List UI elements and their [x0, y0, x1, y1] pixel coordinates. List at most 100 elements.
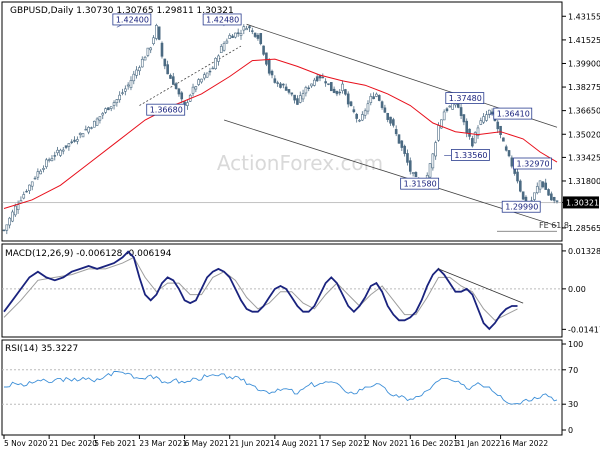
candle-body	[442, 111, 446, 121]
candle-body	[186, 102, 189, 106]
candle-body	[267, 59, 271, 74]
candle-body	[394, 129, 398, 135]
candle-body	[211, 67, 215, 70]
candle-body	[346, 93, 350, 105]
candle-body	[276, 82, 279, 84]
annotation-label: 1.42480	[206, 15, 239, 24]
candle-body	[169, 74, 172, 79]
price-y-tick-label: 1.39900	[568, 59, 600, 68]
candle-body	[135, 69, 138, 76]
candle-body	[146, 47, 150, 56]
candle-body	[499, 125, 502, 135]
macd-y-tick-label: 0.01328	[568, 247, 600, 256]
candle-body	[403, 145, 406, 154]
candle-body	[411, 172, 415, 174]
candle-body	[392, 119, 395, 126]
candle-body	[389, 116, 392, 124]
x-tick-label: 17 Sep 2021	[320, 439, 368, 448]
candle-body	[171, 76, 175, 85]
candle-body	[248, 26, 251, 29]
channel-trend-line	[223, 119, 558, 227]
annotation-label: 1.36680	[150, 106, 183, 115]
candle-body	[321, 76, 325, 79]
rsi-y-tick-label: 70	[568, 366, 578, 375]
candle-body	[476, 127, 480, 137]
candle-body	[332, 88, 336, 93]
candle-body	[544, 182, 548, 190]
candle-body	[363, 110, 367, 116]
price-y-tick-label: 1.31800	[568, 177, 600, 186]
candle-body	[118, 94, 121, 101]
x-tick-label: 5 Feb 2021	[94, 439, 136, 448]
candle-body	[375, 93, 378, 97]
candle-body	[327, 83, 330, 85]
candle-body	[552, 196, 556, 201]
annotation-label: 1.33560	[454, 151, 487, 160]
macd-panel-frame	[1, 243, 563, 338]
annotation-label: 1.31580	[404, 180, 437, 189]
price-y-tick-label: 1.36650	[568, 107, 600, 116]
candle-body	[132, 73, 136, 82]
candle-body	[468, 128, 471, 137]
candle-body	[301, 93, 305, 100]
sma-line	[3, 58, 558, 209]
annotation-label: 1.36410	[497, 110, 530, 119]
price-annotation: 1.36410	[489, 107, 533, 120]
candle-body	[293, 94, 296, 101]
price-gridlines	[2, 202, 562, 232]
candle-body	[262, 45, 265, 55]
candle-body	[349, 101, 353, 107]
candle-body	[59, 149, 62, 156]
candle-body	[87, 127, 90, 133]
price-annotation: 1.33560	[444, 149, 490, 161]
candle-body	[335, 90, 339, 95]
annotation-label: 1.37480	[449, 94, 482, 103]
price-panel-title: GBPUSD,Daily 1.30730 1.30765 1.29811 1.3…	[10, 6, 234, 16]
rsi-y-axis: 100 70 30 0	[562, 340, 583, 435]
candle-body	[13, 205, 17, 216]
candle-body	[448, 105, 452, 108]
annotation-label: 1.29990	[505, 203, 538, 212]
candle-body	[200, 78, 203, 83]
macd-signal-line	[3, 256, 518, 321]
candle-body	[547, 189, 550, 196]
candle-body	[406, 153, 409, 163]
candle-body	[259, 33, 263, 45]
candle-body	[304, 87, 308, 94]
candle-body	[555, 200, 559, 202]
candle-body	[191, 86, 195, 94]
candle-body	[138, 67, 141, 72]
candle-body	[386, 113, 390, 120]
candle-body	[39, 170, 42, 175]
x-tick-label: 21 Dec 2020	[49, 439, 97, 448]
candle-body	[516, 171, 519, 182]
price-annotation: 1.42400	[112, 13, 152, 28]
candle-body	[465, 120, 469, 134]
annotation-box	[501, 200, 541, 213]
annotation-box	[112, 13, 152, 26]
candle-body	[482, 116, 485, 123]
macd-y-tick-label: -0.014173	[568, 325, 600, 334]
current-price-label: 1.30321	[566, 198, 599, 207]
candle-body	[471, 138, 474, 147]
candle-body	[428, 163, 432, 178]
candle-body	[273, 78, 277, 83]
price-y-tick-label: 1.33425	[568, 153, 600, 162]
candle-body	[355, 113, 358, 119]
candle-body	[541, 181, 545, 188]
candle-body	[380, 101, 384, 108]
candle-body	[485, 114, 488, 121]
candle-body	[126, 84, 130, 87]
candle-body	[479, 120, 483, 125]
candle-body	[496, 121, 500, 130]
candle-body	[502, 137, 505, 142]
candle-body	[228, 35, 232, 39]
candle-body	[104, 108, 107, 113]
candle-body	[121, 92, 124, 94]
candle-body	[352, 109, 356, 113]
candle-body	[279, 83, 282, 88]
candle-body	[250, 30, 254, 32]
macd-panel: MACD(12,26,9) -0.006128 -0.006194 0.0132…	[2, 247, 600, 334]
candle-body	[377, 95, 381, 101]
candle-body	[208, 70, 212, 73]
